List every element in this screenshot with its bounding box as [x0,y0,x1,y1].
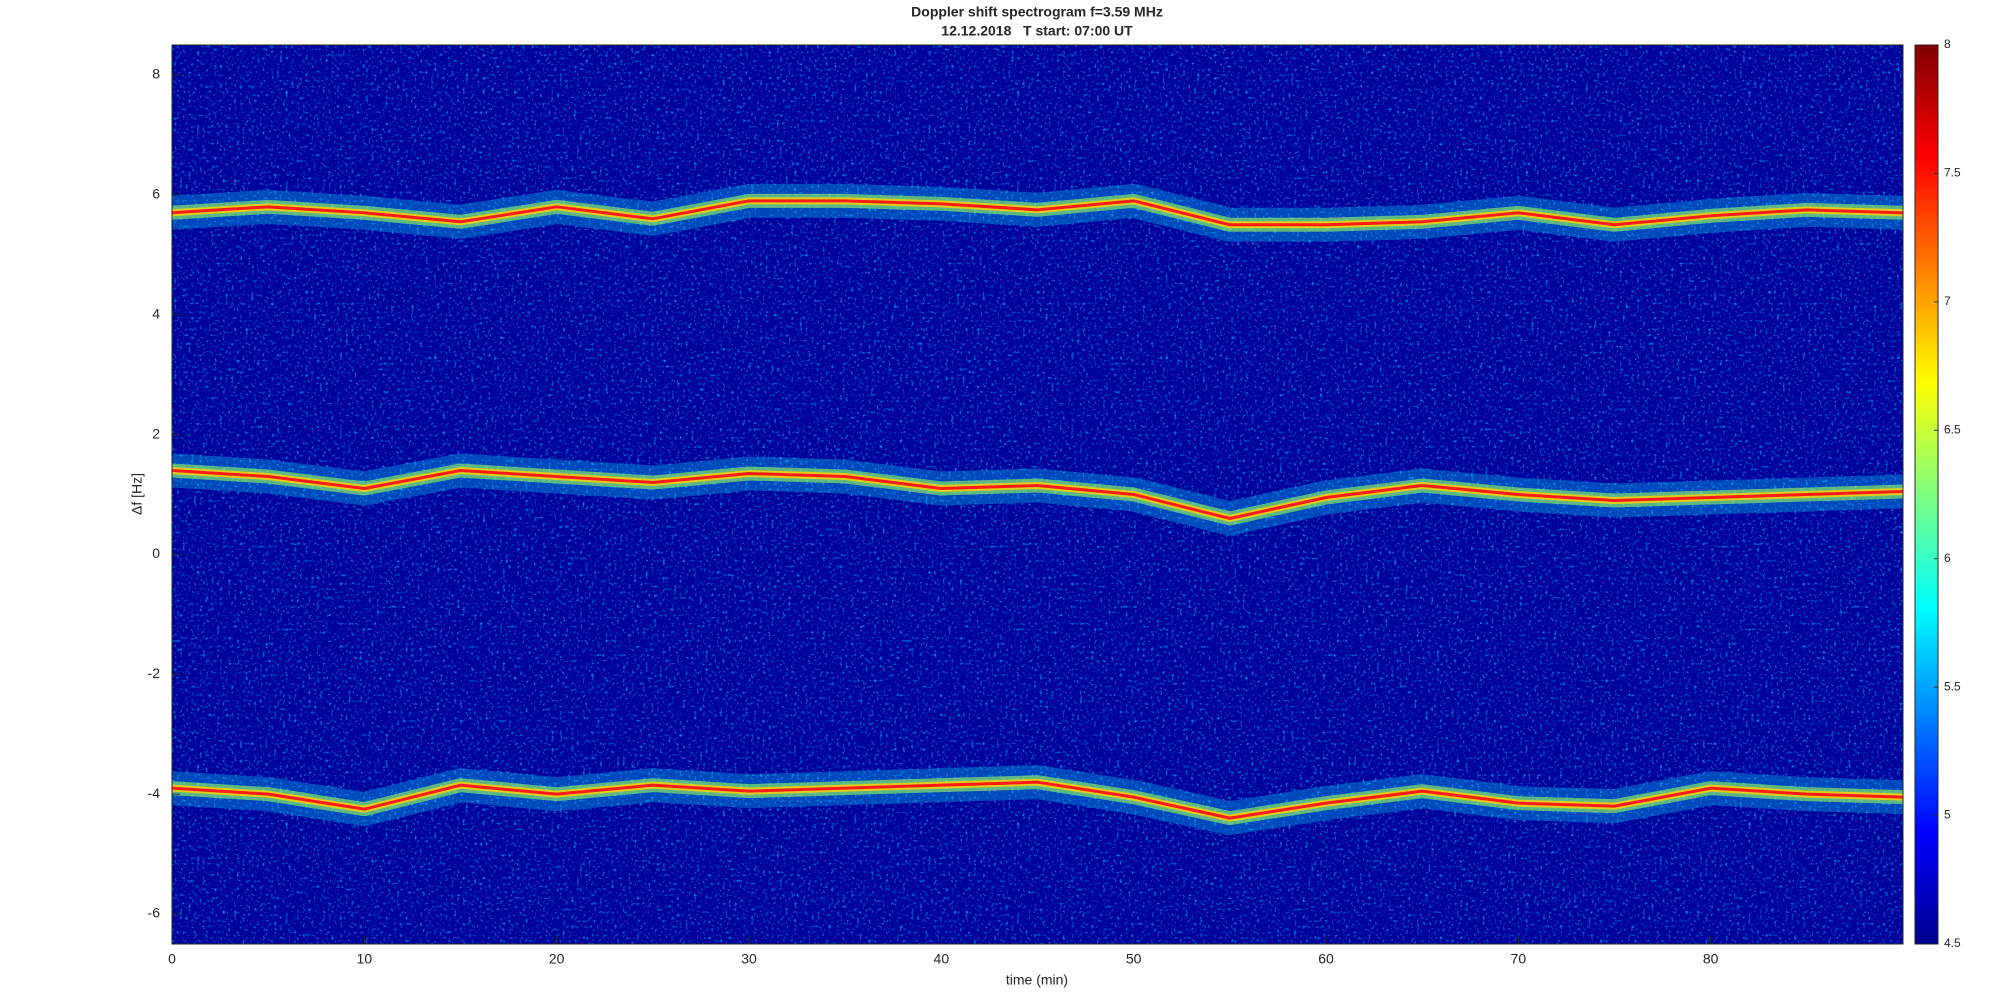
y-tick-label: 2 [152,425,160,441]
y-tick-label: -6 [148,905,161,921]
x-tick-label: 60 [1318,951,1334,967]
colorbar-tick-label: 6.5 [1944,422,1961,436]
y-tick-label: 0 [152,545,160,561]
plot-frame [171,44,1904,945]
y-tick-label: 4 [152,305,160,321]
x-tick-label: 20 [549,951,565,967]
x-tick-label: 40 [934,951,950,967]
x-tick-label: 0 [168,951,176,967]
colorbar-tick-label: 5 [1944,808,1951,822]
colorbar-tick-label: 7.5 [1944,166,1961,180]
colorbar-tick-label: 6 [1944,551,1951,565]
x-tick-label: 50 [1126,951,1142,967]
trace [172,199,1903,227]
trace [172,469,1903,520]
y-tick-label: 6 [152,186,160,202]
x-tick-label: 70 [1511,951,1527,967]
colorbar [1914,44,1939,945]
colorbar-tick-label: 8 [1944,37,1951,51]
x-tick-label: 30 [741,951,757,967]
x-tick-label: 80 [1703,951,1719,967]
x-tick-label: 10 [357,951,373,967]
y-tick-label: -2 [148,665,161,681]
y-axis-label: Δf [Hz] [129,473,145,515]
y-tick-label: -4 [148,785,161,801]
colorbar-tick-label: 5.5 [1944,679,1961,693]
traces [172,183,1903,836]
x-axis-label: time (min) [1006,972,1068,988]
colorbar-tick-label: 4.5 [1944,936,1961,950]
chart-subtitle: 12.12.2018 T start: 07:00 UT [941,23,1133,39]
chart-title: Doppler shift spectrogram f=3.59 MHz [911,4,1163,20]
trace [172,780,1903,820]
colorbar-tick-label: 7 [1944,294,1951,308]
y-tick-label: 8 [152,66,160,82]
